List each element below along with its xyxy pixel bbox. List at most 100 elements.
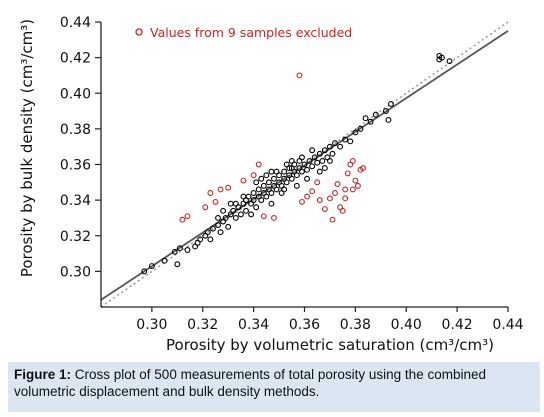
- excluded-data-point: [212, 198, 219, 205]
- excluded-data-point: [314, 179, 321, 186]
- x-tick-label: 0.32: [187, 317, 218, 333]
- data-point: [258, 197, 265, 204]
- x-tick-label: 0.34: [238, 317, 269, 333]
- y-tick-label: 0.32: [60, 229, 91, 245]
- data-point: [171, 248, 178, 255]
- data-point: [337, 143, 344, 150]
- data-point: [281, 186, 288, 193]
- data-point: [314, 159, 321, 166]
- data-point: [184, 247, 191, 253]
- x-tick-label: 0.38: [340, 317, 371, 333]
- data-point: [438, 54, 445, 61]
- data-point: [250, 197, 257, 204]
- data-point: [232, 200, 239, 207]
- data-point: [217, 229, 224, 236]
- data-point: [240, 193, 247, 200]
- y-tick-label: 0.40: [60, 86, 91, 102]
- excluded-data-point: [342, 195, 349, 202]
- y-ticks: 0.30 0.32 0.34 0.36 0.38 0.40 0.42 0.44: [60, 15, 101, 280]
- x-tick-label: 0.30: [136, 317, 167, 333]
- data-point: [141, 268, 148, 275]
- data-point: [197, 236, 204, 243]
- data-point: [215, 214, 221, 221]
- data-point: [258, 175, 265, 182]
- data-point: [321, 165, 328, 172]
- data-point: [283, 179, 290, 186]
- legend-label: Values from 9 samples excluded: [150, 25, 352, 40]
- excluded-data-point: [321, 206, 328, 212]
- figure-caption: Figure 1: Cross plot of 500 measurements…: [8, 362, 540, 412]
- data-point: [273, 186, 280, 193]
- x-tick-label: 0.40: [391, 317, 422, 333]
- data-point: [299, 154, 305, 161]
- data-point: [271, 175, 277, 182]
- data-point: [283, 161, 290, 168]
- excluded-data-point: [296, 72, 303, 79]
- excluded-data-point: [352, 177, 359, 184]
- y-tick-label: 0.44: [60, 15, 91, 31]
- data-point: [316, 168, 323, 175]
- excluded-data-point: [332, 190, 338, 196]
- y-tick-label: 0.42: [60, 51, 91, 67]
- data-points: [141, 52, 453, 275]
- data-point: [326, 143, 333, 150]
- x-tick-label: 0.42: [442, 317, 473, 333]
- data-point: [311, 154, 318, 161]
- excluded-data-point: [304, 193, 310, 200]
- data-point: [237, 211, 244, 218]
- excluded-data-point: [217, 186, 224, 193]
- data-point: [253, 179, 260, 186]
- data-point: [306, 157, 313, 164]
- excluded-data-point: [360, 165, 366, 172]
- data-point: [301, 161, 308, 168]
- data-point: [352, 129, 359, 136]
- data-point: [248, 211, 255, 218]
- data-point: [347, 138, 354, 145]
- caption-text: Cross plot of 500 measurements of total …: [14, 367, 486, 399]
- data-point: [385, 117, 392, 123]
- data-point: [245, 193, 252, 200]
- data-point: [220, 207, 227, 214]
- excluded-data-point: [344, 170, 351, 177]
- data-point: [207, 236, 214, 243]
- legend-marker: [135, 28, 143, 36]
- data-point: [288, 175, 295, 182]
- data-point: [316, 150, 323, 157]
- data-point: [209, 225, 216, 232]
- caption-label: Figure 1:: [14, 367, 72, 382]
- x-axis-title: Porosity by volumetric saturation (cm³/c…: [166, 336, 494, 354]
- data-point: [319, 157, 326, 164]
- excluded-data-point: [240, 177, 247, 184]
- data-point: [174, 261, 181, 268]
- data-point: [304, 166, 310, 173]
- excluded-data-point: [299, 198, 305, 205]
- y-tick-label: 0.30: [60, 264, 91, 280]
- y-tick-label: 0.34: [60, 193, 91, 209]
- excluded-data-point: [329, 216, 336, 223]
- excluded-data-point: [225, 184, 232, 191]
- data-point: [382, 108, 389, 115]
- data-point: [342, 136, 349, 143]
- x-tick-label: 0.44: [492, 317, 523, 333]
- data-point: [176, 245, 183, 252]
- data-point: [243, 207, 249, 214]
- data-point: [260, 182, 267, 189]
- data-point: [268, 200, 275, 207]
- excluded-data-point: [250, 172, 257, 179]
- x-ticks: 0.30 0.32 0.34 0.36 0.38 0.40 0.42 0.44: [136, 307, 524, 333]
- excluded-data-point: [339, 207, 346, 214]
- data-point: [273, 168, 280, 175]
- data-point: [230, 207, 237, 214]
- data-point: [268, 190, 275, 196]
- excluded-data-point: [349, 157, 356, 164]
- data-point: [388, 100, 394, 107]
- data-point: [222, 214, 229, 221]
- data-point: [362, 115, 369, 122]
- data-point: [268, 168, 275, 175]
- excluded-data-point: [184, 213, 191, 220]
- data-point: [326, 157, 333, 164]
- y-axis-title: Porosity by bulk density (cm³/cm³): [18, 19, 36, 277]
- data-point: [321, 147, 328, 154]
- data-point: [204, 229, 211, 236]
- data-point: [232, 214, 239, 221]
